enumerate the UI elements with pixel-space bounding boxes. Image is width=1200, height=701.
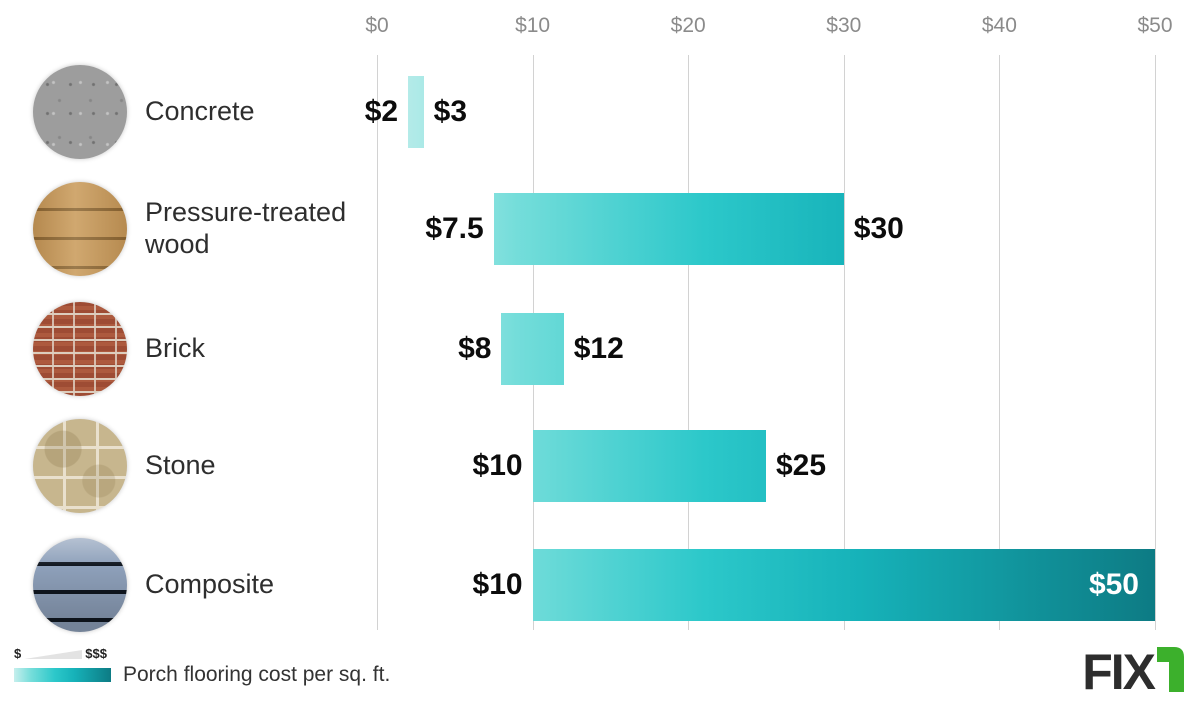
x-axis-tick-label: $30 [826,14,862,37]
material-swatch-wood [33,182,127,276]
material-swatch-stone [33,419,127,513]
fixr-logo-r-mark-icon [1157,647,1184,692]
min-value-label: $8 [458,332,492,365]
max-value-label: $25 [776,449,827,482]
cost-range-bar [408,76,424,148]
x-axis-tick-label: $0 [365,14,389,37]
legend-gradient-bar [14,668,111,682]
gridline [377,55,378,630]
material-label: Composite [145,569,275,600]
gridline [688,55,690,630]
x-axis-tick-label: $50 [1137,14,1173,37]
fixr-logo: FIX [1082,644,1184,700]
gridline [843,55,845,630]
material-label: Stone [145,450,216,481]
max-value-label: $50 [1088,568,1139,601]
plot-area: $2 $3 $7.5 $30 $8 $12 $10 $25 $10 $50 [365,55,1156,630]
x-axis-tick-label: $20 [670,14,706,37]
min-value-label: $2 [364,95,399,128]
min-value-label: $10 [472,449,523,482]
material-label: Brick [145,333,205,364]
legend-caption-row: Porch flooring cost per sq. ft. [14,663,390,687]
cost-range-bar [532,549,1155,621]
fixr-logo-text: FIX [1082,644,1156,700]
gridline [1155,55,1156,630]
max-value-label: $12 [573,332,624,365]
legend: $ $$$ Porch flooring cost per sq. ft. [14,644,390,687]
cost-range-bar [493,193,844,265]
material-label: Pressure-treated wood [145,197,347,259]
material-label: Concrete [145,96,255,127]
legend-high-symbol: $$$ [85,646,107,661]
legend-caption: Porch flooring cost per sq. ft. [123,663,391,686]
material-swatch-brick [33,302,127,396]
min-value-label: $10 [472,568,523,601]
legend-low-symbol: $ [14,646,22,661]
max-value-label: $3 [433,95,468,128]
min-value-label: $7.5 [425,212,484,245]
legend-scale: $ $$$ [14,644,390,660]
cost-range-bar [501,313,564,385]
cost-range-bar [532,430,766,502]
material-swatch-composite [33,538,127,632]
material-swatch-concrete [33,65,127,159]
max-value-label: $30 [853,212,904,245]
x-axis-tick-label: $40 [981,14,1017,37]
legend-wedge-icon [24,650,83,659]
x-axis-tick-label: $10 [515,14,551,37]
gridline [999,55,1001,630]
